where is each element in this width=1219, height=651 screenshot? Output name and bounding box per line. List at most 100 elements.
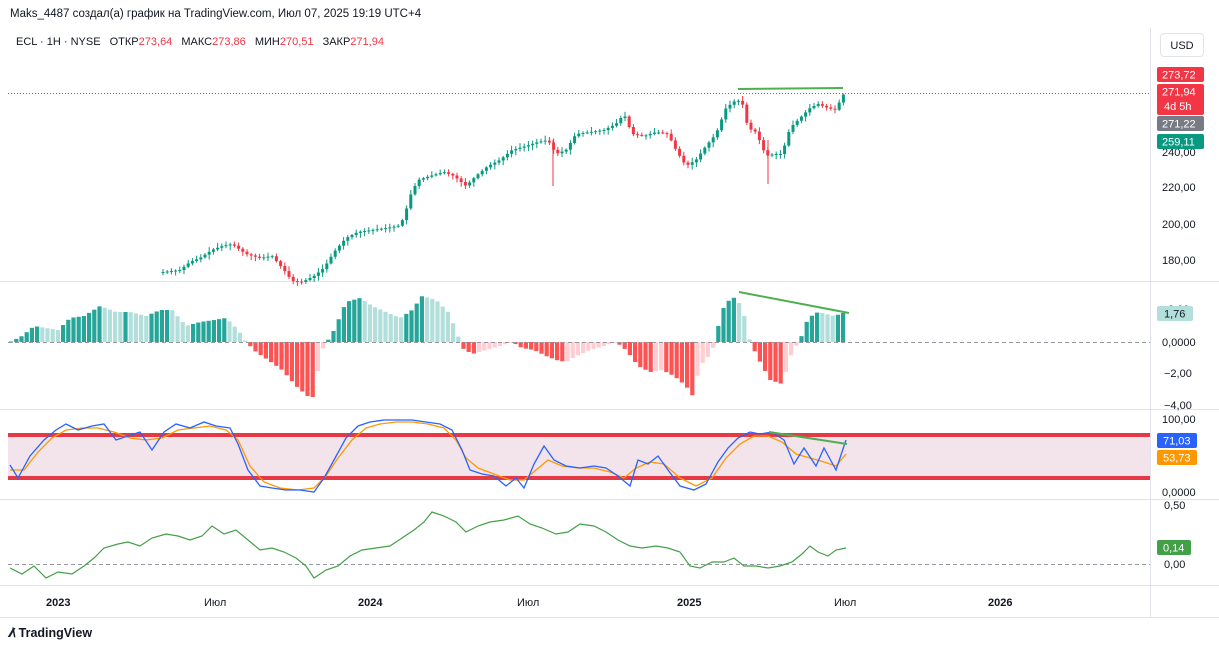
macd-bar xyxy=(92,309,97,342)
macd-bar xyxy=(336,319,341,342)
macd-bar xyxy=(133,313,138,342)
stoch-d-line xyxy=(10,421,847,491)
macd-bar xyxy=(19,336,24,342)
macd-bar xyxy=(601,342,606,347)
candle-body xyxy=(451,173,455,176)
candle-body xyxy=(426,176,430,179)
macd-bar xyxy=(248,342,253,347)
macd-bar xyxy=(165,310,170,342)
candle-body xyxy=(640,134,644,136)
candle-body xyxy=(531,143,535,146)
macd-bar xyxy=(809,315,814,342)
candle-body xyxy=(510,150,514,154)
macd-bar xyxy=(378,309,383,342)
stoch-trendline[interactable] xyxy=(768,431,848,445)
candle-body xyxy=(421,178,425,180)
candle-body xyxy=(816,104,820,106)
candle-body xyxy=(522,146,526,148)
macd-bar xyxy=(492,342,497,348)
candle-body xyxy=(371,229,375,231)
macd-bar xyxy=(482,342,487,351)
candle-body xyxy=(316,272,320,276)
macd-bar xyxy=(399,317,404,342)
candle-body xyxy=(778,154,782,155)
macd-bar xyxy=(674,342,679,379)
candle-body xyxy=(346,237,350,241)
candle-body xyxy=(753,129,757,132)
candle-body xyxy=(291,276,295,282)
candle-body xyxy=(161,272,165,273)
currency-button[interactable]: USD xyxy=(1160,33,1204,57)
macd-bar xyxy=(461,342,466,349)
svg-text:4d 5h: 4d 5h xyxy=(1164,101,1192,113)
candle-body xyxy=(325,263,329,270)
macd-bar xyxy=(757,342,762,362)
macd-bar xyxy=(201,321,206,342)
candle-body xyxy=(686,162,690,165)
macd-bar xyxy=(711,342,716,348)
macd-bar xyxy=(731,297,736,342)
candle-body xyxy=(342,240,346,246)
candle-body xyxy=(396,225,400,227)
candle-body xyxy=(736,100,740,102)
candle-body xyxy=(388,227,392,229)
svg-text:71,03: 71,03 xyxy=(1163,436,1191,448)
header-bar: Maks_4487 создал(а) график на TradingVie… xyxy=(0,0,1219,28)
candle-body xyxy=(808,108,812,113)
macd-bar xyxy=(347,301,352,342)
low-label: МИН xyxy=(254,36,280,48)
price-trendline[interactable] xyxy=(737,87,844,90)
candle-body xyxy=(186,263,190,267)
candle-body xyxy=(518,147,522,149)
macd-bar xyxy=(175,316,180,342)
candle-body xyxy=(619,118,623,124)
macd-bar xyxy=(196,322,201,342)
symbol-name[interactable]: ECL · 1H · NYSE xyxy=(16,36,101,48)
tradingview-logo-icon: ⁄⁄\ xyxy=(10,626,16,640)
macd-bar xyxy=(243,340,248,342)
macd-bar xyxy=(373,307,378,342)
candle-body xyxy=(669,133,673,141)
macd-bar xyxy=(456,336,461,342)
macd-bar xyxy=(659,342,664,371)
open-label: ОТКР xyxy=(109,36,139,48)
macd-bar xyxy=(362,301,367,342)
macd-bar xyxy=(477,342,482,352)
macd-bar xyxy=(700,342,705,363)
high-label: МАКС xyxy=(181,36,213,48)
candle-body xyxy=(405,208,409,221)
price-tick: 200,00 xyxy=(1162,219,1196,231)
macd-bar xyxy=(690,342,695,396)
macd-bar xyxy=(778,342,783,384)
osc-value-badge: 0,14 xyxy=(1157,540,1191,555)
candle-body xyxy=(757,131,761,141)
candle-body xyxy=(463,182,467,186)
macd-bar xyxy=(284,342,289,376)
candle-body xyxy=(476,174,480,179)
macd-bar xyxy=(716,325,721,342)
candle-body xyxy=(489,164,493,168)
candle-body xyxy=(837,102,841,110)
chart-canvas[interactable]: 180,00 200,00 220,00 240,00 273,72 271,9… xyxy=(0,0,1219,618)
macd-bar xyxy=(783,342,788,372)
macd-bar xyxy=(310,342,315,397)
candle-body xyxy=(568,142,572,150)
macd-bar xyxy=(414,303,419,342)
candle-body xyxy=(820,104,824,106)
macd-bar xyxy=(388,313,393,342)
footer-brand: TradingView xyxy=(18,626,93,640)
candle-body xyxy=(804,112,808,117)
high-value: 273,86 xyxy=(212,36,246,48)
macd-bar xyxy=(815,312,820,342)
candle-body xyxy=(552,142,556,150)
candle-body xyxy=(745,104,749,123)
candle-body xyxy=(367,230,371,232)
macd-bar xyxy=(331,331,336,342)
symbol-legend[interactable]: ECL · 1H · NYSE ОТКР273,64 МАКС273,86 МИ… xyxy=(16,36,384,48)
tradingview-logo[interactable]: ⁄⁄\ TradingView xyxy=(10,626,92,640)
macd-trendline[interactable] xyxy=(738,291,850,314)
candle-body xyxy=(207,251,211,255)
candle-body xyxy=(505,153,509,158)
candle-body xyxy=(682,155,686,163)
macd-bar xyxy=(534,342,539,352)
